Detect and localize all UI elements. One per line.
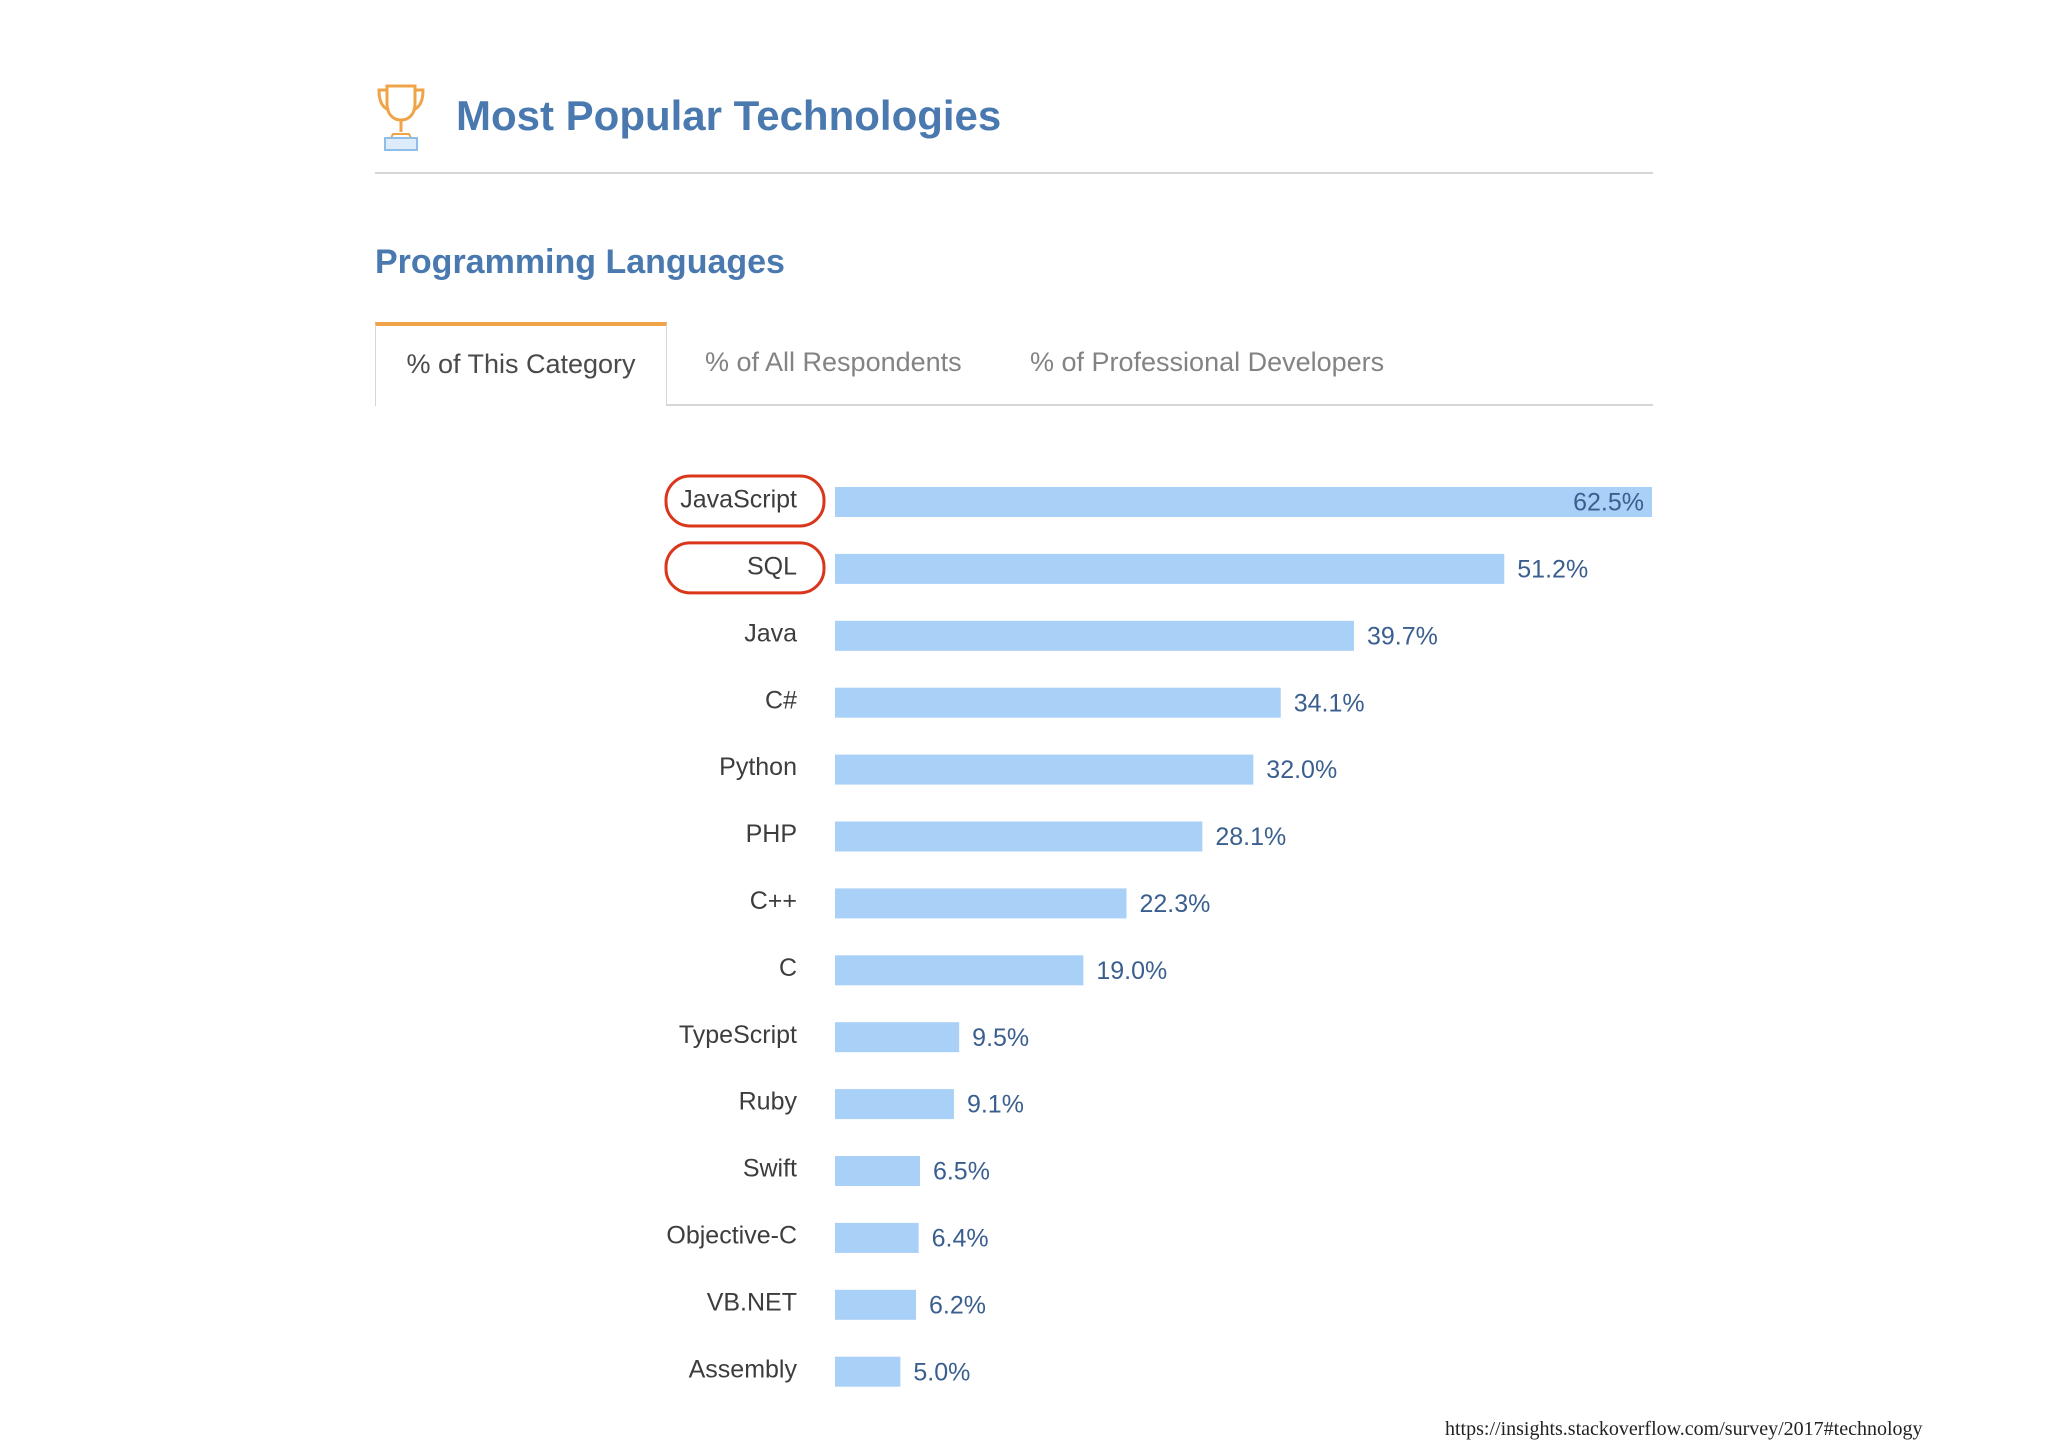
trophy-icon xyxy=(377,84,425,151)
value-label-9: 9.1% xyxy=(967,1091,1024,1119)
category-label-13: Assembly xyxy=(689,1355,798,1383)
value-label-6: 22.3% xyxy=(1140,890,1211,918)
category-label-2: Java xyxy=(744,619,797,647)
bar-6 xyxy=(835,888,1127,919)
page-title: Most Popular Technologies xyxy=(456,92,1002,139)
value-label-2: 39.7% xyxy=(1367,622,1438,650)
value-label-1: 51.2% xyxy=(1517,556,1588,584)
category-label-12: VB.NET xyxy=(707,1288,797,1316)
value-label-13: 5.0% xyxy=(913,1358,970,1386)
value-label-10: 6.5% xyxy=(933,1158,990,1186)
page-header: Most Popular Technologies xyxy=(375,80,1653,174)
bar-3 xyxy=(835,687,1281,718)
tab-professional-developers[interactable]: % of Professional Developers xyxy=(1030,347,1385,377)
tab-this-category[interactable]: % of This Category xyxy=(375,322,667,406)
section-title: Programming Languages xyxy=(375,243,785,281)
value-label-0: 62.5% xyxy=(1573,489,1644,517)
value-label-7: 19.0% xyxy=(1096,957,1167,985)
bar-13 xyxy=(835,1356,901,1387)
bar-4 xyxy=(835,754,1254,785)
category-label-3: C# xyxy=(765,686,797,714)
bar-1 xyxy=(835,553,1505,584)
category-label-6: C++ xyxy=(750,887,797,915)
tab-bar: % of This Category % of All Respondents … xyxy=(375,322,1653,406)
category-label-11: Objective-C xyxy=(666,1222,797,1250)
bar-11 xyxy=(835,1222,919,1253)
category-label-7: C xyxy=(779,954,797,982)
bar-12 xyxy=(835,1289,917,1320)
category-label-8: TypeScript xyxy=(679,1021,797,1049)
value-label-4: 32.0% xyxy=(1266,756,1337,784)
value-label-11: 6.4% xyxy=(932,1225,989,1253)
category-label-10: Swift xyxy=(743,1155,797,1183)
category-label-9: Ruby xyxy=(739,1088,798,1116)
category-label-5: PHP xyxy=(746,820,797,848)
tab-all-respondents[interactable]: % of All Respondents xyxy=(705,347,962,377)
category-label-4: Python xyxy=(719,753,797,781)
value-label-5: 28.1% xyxy=(1215,823,1286,851)
category-label-0: JavaScript xyxy=(680,486,797,514)
bar-9 xyxy=(835,1089,954,1120)
source-url: https://insights.stackoverflow.com/surve… xyxy=(1445,1418,1923,1440)
value-label-3: 34.1% xyxy=(1294,689,1365,717)
value-label-8: 9.5% xyxy=(972,1024,1029,1052)
category-label-1: SQL xyxy=(747,553,797,581)
highlight-circle-1 xyxy=(664,541,826,595)
bar-8 xyxy=(835,1022,960,1053)
bar-5 xyxy=(835,821,1203,852)
bar-0 xyxy=(835,487,1652,517)
bar-10 xyxy=(835,1156,920,1186)
highlight-circle-0 xyxy=(664,474,826,528)
bar-7 xyxy=(835,955,1084,986)
value-label-12: 6.2% xyxy=(929,1291,986,1319)
bar-2 xyxy=(835,620,1354,651)
